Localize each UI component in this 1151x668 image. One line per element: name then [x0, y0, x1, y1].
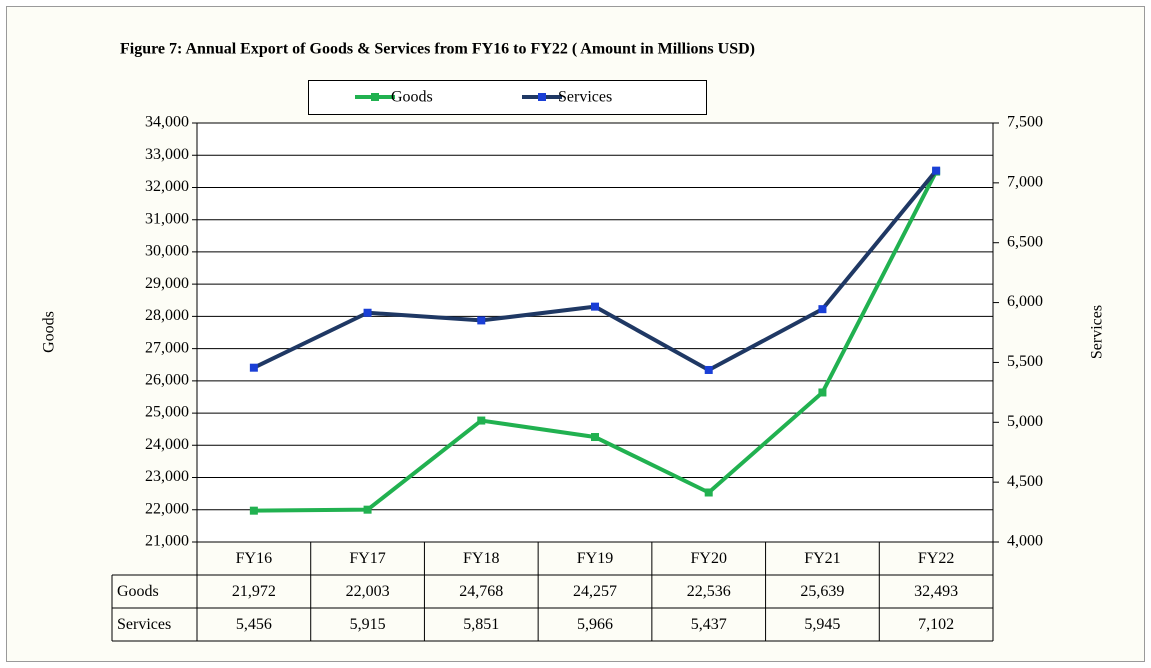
y2-tick-label: 5,000 [1007, 413, 1043, 430]
marker [932, 166, 941, 175]
table-cell: 24,257 [573, 583, 617, 600]
marker [704, 488, 713, 497]
table-cell: 5,915 [350, 616, 386, 633]
table-cell: 5,851 [463, 616, 499, 633]
marker [363, 308, 372, 317]
table-cell: 24,768 [459, 583, 503, 600]
y2-axis-title: Services [1089, 305, 1106, 359]
plot-area [197, 123, 993, 542]
table-cell: 5,456 [236, 616, 272, 633]
y-tick-label: 26,000 [145, 372, 189, 389]
table-cell: 5,966 [577, 616, 613, 633]
x-tick-label: FY17 [349, 550, 385, 567]
marker [477, 416, 486, 425]
marker [249, 506, 258, 515]
y-tick-label: 34,000 [145, 114, 189, 131]
table-cell: 21,972 [232, 583, 276, 600]
marker [591, 302, 599, 311]
table-row-label: Services [117, 616, 171, 633]
table-cell: 32,493 [914, 583, 958, 600]
marker [591, 433, 599, 442]
marker [249, 363, 258, 372]
x-tick-label: FY16 [236, 550, 272, 567]
x-tick-label: FY22 [918, 550, 954, 567]
y-tick-label: 25,000 [145, 404, 189, 421]
x-tick-label: FY18 [463, 550, 499, 567]
y2-tick-label: 6,500 [1007, 233, 1043, 250]
table-cell: 22,003 [346, 583, 390, 600]
y2-tick-label: 4,000 [1007, 533, 1043, 550]
legend-label: Goods [391, 89, 433, 106]
marker [477, 316, 486, 325]
y-tick-label: 32,000 [145, 178, 189, 195]
y-tick-label: 31,000 [145, 210, 189, 227]
y-tick-label: 23,000 [145, 468, 189, 485]
y2-tick-label: 7,000 [1007, 174, 1043, 191]
x-tick-label: FY20 [690, 550, 726, 567]
table-cell: 5,945 [804, 616, 840, 633]
legend-marker [538, 93, 546, 101]
y2-tick-label: 5,500 [1007, 353, 1043, 370]
table-row-label: Goods [117, 583, 159, 600]
y-tick-label: 28,000 [145, 307, 189, 324]
marker [363, 505, 372, 514]
y2-tick-label: 6,000 [1007, 293, 1043, 310]
y2-tick-label: 7,500 [1007, 114, 1043, 131]
y-tick-label: 30,000 [145, 243, 189, 260]
legend-marker [371, 93, 379, 101]
y-tick-label: 24,000 [145, 436, 189, 453]
y2-tick-label: 4,500 [1007, 473, 1043, 490]
plot-border [196, 122, 994, 543]
marker [818, 305, 827, 314]
y-tick-label: 21,000 [145, 533, 189, 550]
table-cell: 22,536 [687, 583, 731, 600]
table-cell: 25,639 [800, 583, 844, 600]
marker [818, 388, 827, 397]
table-cell: 7,102 [918, 616, 954, 633]
x-tick-label: FY21 [804, 550, 840, 567]
marker [704, 365, 713, 374]
table-cell: 5,437 [691, 616, 727, 633]
y-tick-label: 22,000 [145, 500, 189, 517]
x-tick-label: FY19 [577, 550, 613, 567]
y-axis-title: Goods [41, 311, 58, 353]
y-tick-label: 29,000 [145, 275, 189, 292]
y-tick-label: 33,000 [145, 146, 189, 163]
chart-title: Figure 7: Annual Export of Goods & Servi… [120, 41, 755, 58]
legend-label: Services [558, 89, 612, 106]
y-tick-label: 27,000 [145, 339, 189, 356]
